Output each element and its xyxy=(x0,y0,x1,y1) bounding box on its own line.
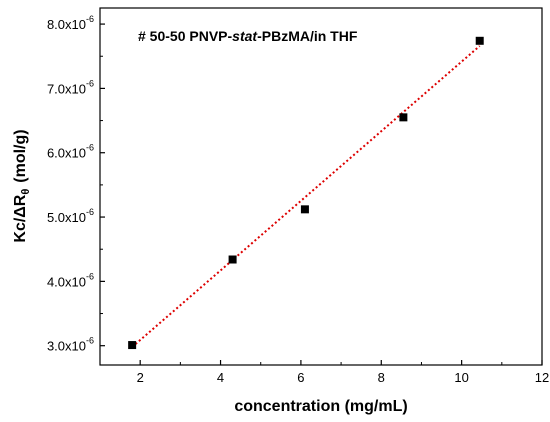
y-tick-mantissa: 5.0x10 xyxy=(47,210,86,225)
y-tick-label: 7.0x10-6 xyxy=(47,78,94,96)
y-tick-mantissa: 7.0x10 xyxy=(47,81,86,96)
x-tick-label: 2 xyxy=(137,370,144,385)
y-tick-mantissa: 8.0x10 xyxy=(47,17,86,32)
fit-line-layer xyxy=(131,45,481,348)
y-tick-exponent: -6 xyxy=(86,207,94,217)
data-point xyxy=(128,341,137,350)
x-axis: 2 4 6 8 10 12 xyxy=(99,360,549,385)
y-tick-exponent: -6 xyxy=(86,143,94,153)
y-tick-exponent: -6 xyxy=(86,78,94,88)
y-tick-label: 3.0x10-6 xyxy=(47,336,94,354)
x-axis-title: concentration (mg/mL) xyxy=(234,398,407,415)
linear-fit-line xyxy=(131,45,481,348)
y-tick-label: 8.0x10-6 xyxy=(47,14,94,32)
y-tick-mantissa: 3.0x10 xyxy=(47,339,86,354)
chart-title: # 50-50 PNVP-stat-PBzMA/in THF xyxy=(138,28,358,44)
x-tick-label: 6 xyxy=(297,370,304,385)
x-tick-label: 10 xyxy=(454,370,468,385)
x-tick-label: 12 xyxy=(535,370,549,385)
y-axis-title: Kc/ΔRθ (mol/g) xyxy=(12,129,32,242)
x-tick-label: 4 xyxy=(217,370,224,385)
plot-frame xyxy=(99,7,543,366)
data-points-layer xyxy=(128,36,484,350)
y-tick-mantissa: 4.0x10 xyxy=(47,274,86,289)
y-axis-title-unit: (mol/g) xyxy=(12,129,29,182)
y-axis-title-subscript: θ xyxy=(20,189,32,195)
y-tick-exponent: -6 xyxy=(86,336,94,346)
data-point xyxy=(228,255,237,264)
chart-title-italic: stat xyxy=(232,28,258,44)
y-tick-label: 4.0x10-6 xyxy=(47,271,94,289)
data-point xyxy=(475,36,484,45)
y-tick-exponent: -6 xyxy=(86,271,94,281)
y-tick-label: 5.0x10-6 xyxy=(47,207,94,225)
y-tick-mantissa: 6.0x10 xyxy=(47,146,86,161)
y-tick-label: 6.0x10-6 xyxy=(47,143,94,161)
chart-title-prefix: # 50-50 PNVP- xyxy=(138,28,232,44)
y-axis: 3.0x10-64.0x10-65.0x10-66.0x10-67.0x10-6… xyxy=(47,14,105,354)
x-tick-label: 8 xyxy=(378,370,385,385)
y-tick-exponent: -6 xyxy=(86,14,94,24)
chart-title-suffix: -PBzMA/in THF xyxy=(257,28,358,44)
y-axis-title-main: Kc/ΔR xyxy=(12,194,29,242)
data-point xyxy=(399,113,408,122)
data-point xyxy=(300,205,309,214)
